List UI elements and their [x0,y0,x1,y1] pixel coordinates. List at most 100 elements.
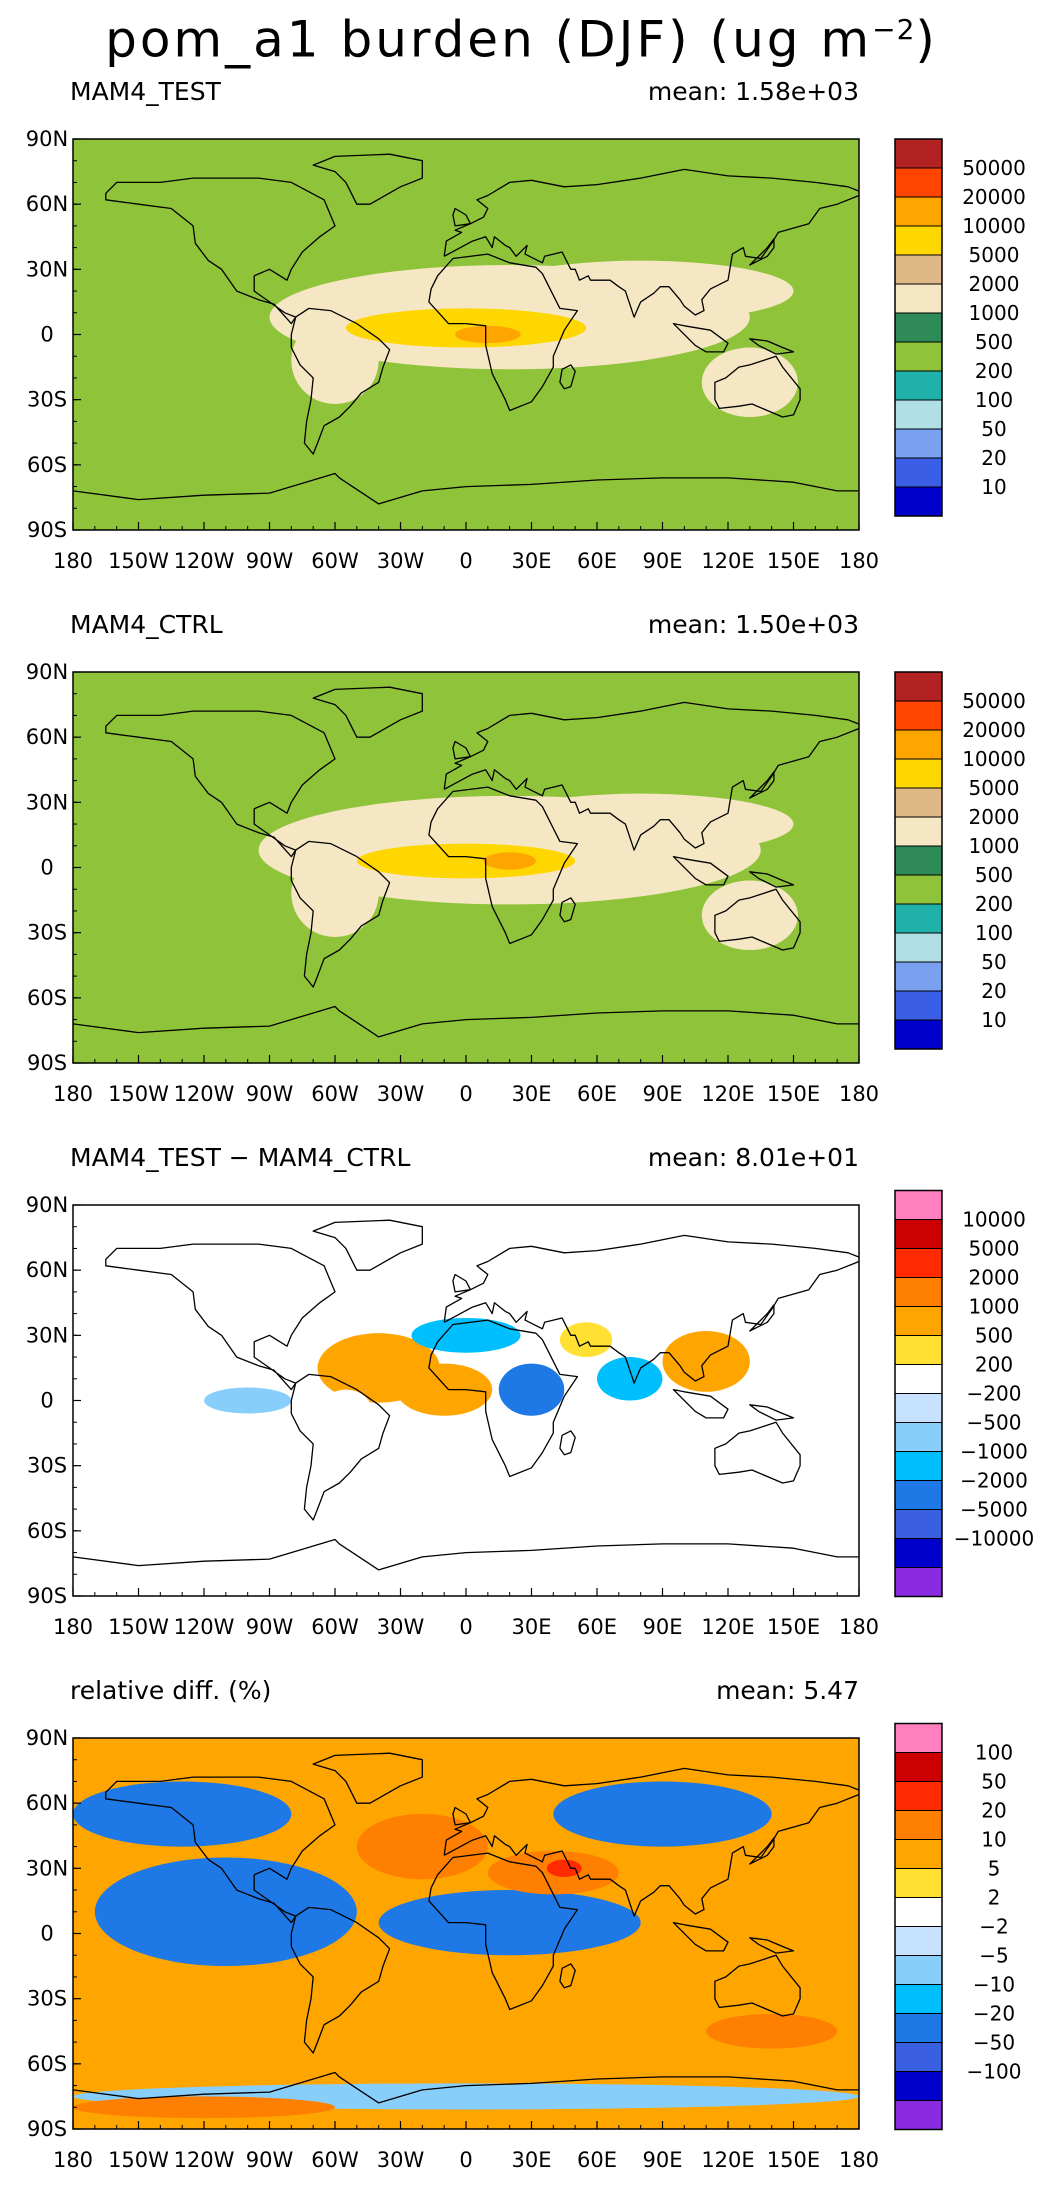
y-tick-label: 30N [26,790,68,814]
x-tick-label: 30W [377,2148,425,2172]
x-tick-label: 90E [643,549,683,573]
y-tick-label: 90S [27,1051,67,1075]
panel-title: MAM4_TEST − MAM4_CTRL [70,1143,410,1172]
coastline-segment [672,322,729,353]
colorbar-label: −2 [979,1915,1008,1939]
colorbar-box [894,457,943,488]
coastline-segment [749,1937,795,1954]
x-tick-label: 180 [53,2148,93,2172]
colorbar-label: 5000 [969,243,1020,267]
x-tick-label: 90E [643,2148,683,2172]
field-region [356,843,576,879]
colorbar-box [894,1364,943,1394]
coastline-segment [452,740,472,760]
colorbar-box [894,1393,943,1423]
colorbar-label: 1000 [969,1295,1020,1319]
x-tick-label: 120E [701,1082,754,1106]
coastline-segment [452,1806,472,1826]
coastline-segment [443,727,859,851]
x-tick-label: 90E [643,1615,683,1639]
field-region [706,2013,838,2049]
field-region [455,325,521,344]
coastline-segment [452,1273,472,1293]
x-tick-label: 120E [701,2148,754,2172]
colorbar-box [894,1306,943,1336]
colorbar-box [894,932,943,963]
field-region [396,1363,493,1416]
figure-title-superscript: −2 [872,13,916,46]
x-tick-label: 30E [512,549,552,573]
colorbar-frame [894,1722,943,2131]
colorbar-box [894,2042,943,2072]
panel-mean-label: mean: 1.58e+03 [648,77,859,106]
x-tick-label: 30E [512,2148,552,2172]
colorbar-box [894,138,943,169]
coastline-segment [443,1793,859,1917]
colorbar-box [894,961,943,992]
y-tick-label: 0 [40,323,53,347]
y-tick-label: 90N [26,660,68,684]
x-tick-label: 30W [377,549,425,573]
colorbar-box [894,399,943,430]
field-region [73,1781,292,1847]
field-region [138,165,838,244]
field-region [701,347,798,418]
coastline-segment [428,786,579,945]
x-tick-label: 180 [53,549,93,573]
coastline-segment [749,238,775,266]
colorbar-label: 20 [981,446,1006,470]
colorbar-box [894,1567,943,1597]
coastline-segment [290,1906,391,2054]
colorbar-box [894,700,943,731]
coastline-segment [73,1538,859,1571]
panel-mean-label: mean: 5.47 [716,1676,859,1705]
coastline-segment [443,701,859,790]
x-tick-label: 150W [108,549,169,573]
colorbar-box [894,1422,943,1452]
coastline-segment [105,177,336,325]
x-tick-label: 150E [767,549,820,573]
coastline-segment [749,1837,775,1865]
colorbar-label: −20 [973,2002,1015,2026]
colorbar-frame [894,138,943,517]
colorbar-label: 50 [981,950,1006,974]
colorbar-box [894,283,943,314]
x-tick-label: 90W [246,2148,294,2172]
colorbar-label: 500 [975,330,1013,354]
colorbar-label: 50000 [962,689,1026,713]
panel-ctrl: MAM4_CTRL mean: 1.50e+03 180 150W 120W 90W 60W… [0,603,1043,1133]
coastline-segment [105,1243,336,1391]
coastline-segment [672,1921,729,1952]
y-tick-label: 30N [26,1856,68,1880]
colorbar-box [894,341,943,372]
panel-reldiff-svg: relative diff. (%) mean: 5.47 180 150W 120W 9… [26,1676,1022,2172]
x-tick-label: 120E [701,1615,754,1639]
x-tick-label: 150W [108,2148,169,2172]
coastline-segment [105,1776,336,1924]
colorbar-label: −1000 [960,1440,1028,1464]
coastline-segment [290,840,391,988]
colorbar-label: 50 [981,1770,1006,1794]
panel-diff-svg: MAM4_TEST − MAM4_CTRL mean: 8.01e+01 180 15… [26,1143,1034,1639]
coastline-segment [105,710,336,858]
colorbar-label: 2000 [969,1266,1020,1290]
colorbar-box [894,787,943,818]
x-tick-label: 60E [577,549,617,573]
colorbar-box [894,874,943,905]
colorbar-label: 10 [981,475,1006,499]
colorbar-frame [894,671,943,1050]
x-tick-label: 180 [53,1615,93,1639]
colorbar-label: 500 [975,1324,1013,1348]
y-tick-label: 30S [27,388,67,412]
field-region [317,1428,353,1481]
coastline-segment [714,888,801,951]
x-tick-label: 120W [174,1615,235,1639]
panel-title: relative diff. (%) [70,1676,271,1705]
y-tick-label: 0 [40,1922,53,1946]
x-tick-label: 150W [108,1615,169,1639]
x-tick-label: 30W [377,1615,425,1639]
colorbar-label: 100 [975,1741,1013,1765]
coastline-segment [749,1304,775,1332]
x-tick-label: 30E [512,1082,552,1106]
coastline [73,1752,859,2104]
